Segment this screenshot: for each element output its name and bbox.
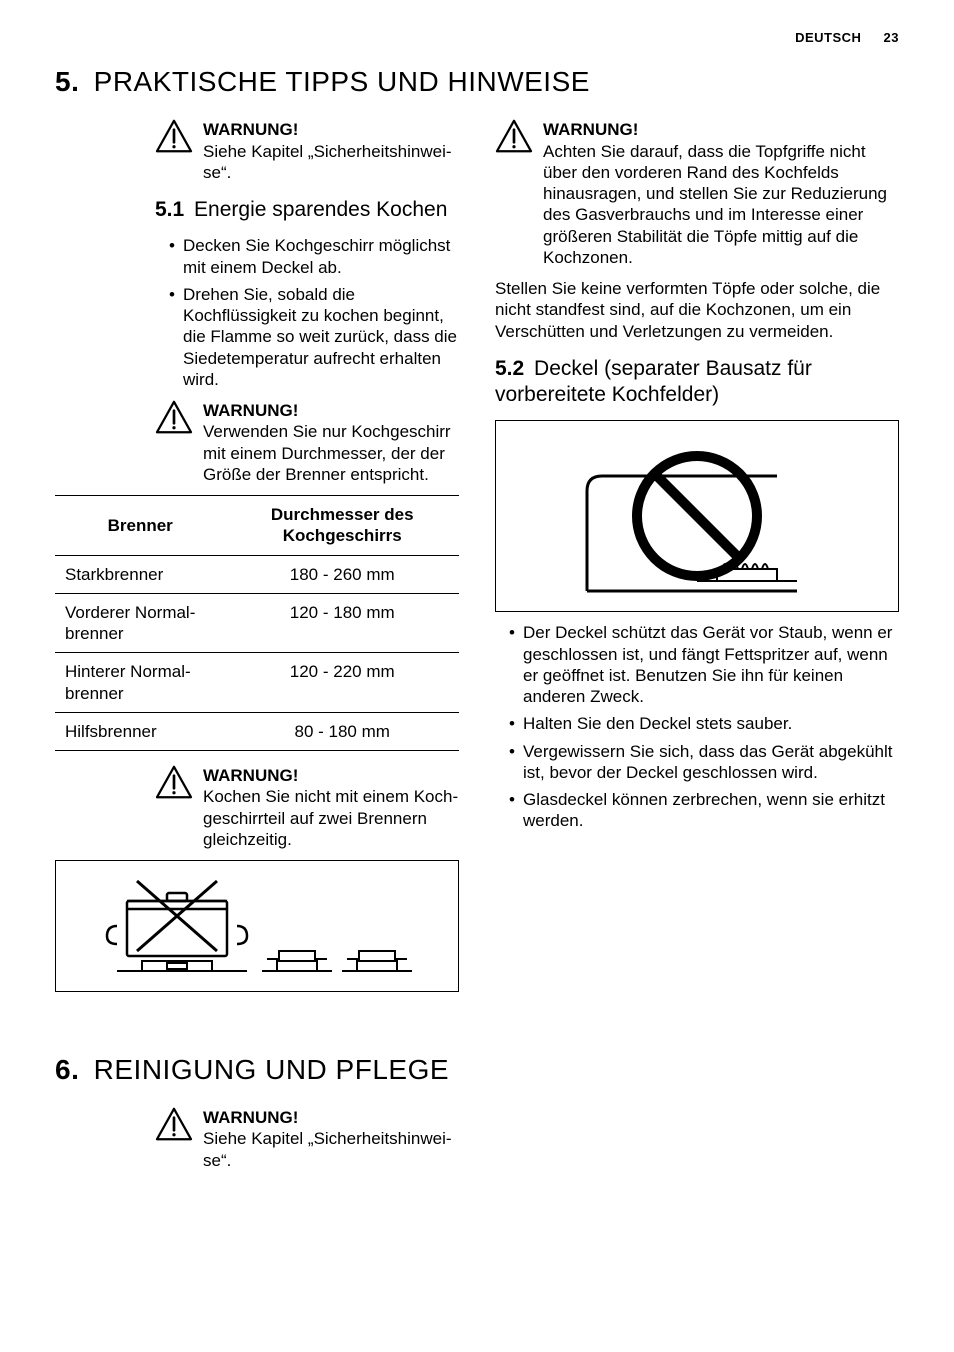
warning-icon [155,119,193,183]
heading-5-1: 5.1 Energie sparendes Kochen [155,197,459,223]
prohibition-lid-flame-icon [567,431,827,601]
warning-block-6-1: WARNUNG! Siehe Kapitel „Sicherheitshinwe… [155,1107,459,1171]
section-6-num: 6. [55,1054,79,1085]
warning-block-2: WARNUNG! Verwenden Sie nur Kochgeschirr … [155,400,459,485]
section-5-body: WARNUNG! Siehe Kapitel „Sicherheitshinwe… [55,119,899,1002]
heading-5-1-num: 5.1 [155,198,184,221]
warning-icon [155,1107,193,1171]
list-item: Decken Sie Kochgeschirr möglichst mit ei… [169,235,459,278]
table-row: Hilfsbrenner 80 - 180 mm [55,712,459,750]
warning-icon [155,765,193,850]
table-cell: 80 - 180 mm [225,712,459,750]
paragraph: Stellen Sie keine verformten Töpfe oder … [495,278,899,342]
table-cell: 180 - 260 mm [225,555,459,593]
heading-5-2-num: 5.2 [495,357,524,380]
list-item: Der Deckel schützt das Gerät vor Staub, … [509,622,899,707]
list-item: Glasdeckel können zerbrechen, wenn sie e… [509,789,899,832]
lang-label: DEUTSCH [795,30,861,45]
warning-1-title: WARNUNG! [203,119,459,140]
pot-on-burners-icon [97,871,417,981]
table-cell: 120 - 220 mm [225,653,459,713]
bullet-list-2: Der Deckel schützt das Gerät vor Staub, … [495,622,899,831]
warning-2-body: Verwenden Sie nur Kochgeschirr mit einem… [203,421,459,485]
warning-icon [155,400,193,485]
section-5-text: PRAKTISCHE TIPPS UND HINWEISE [94,66,590,97]
heading-5-1-text: Energie sparendes Kochen [194,198,447,221]
table-row: Hinterer Normal­brenner 120 - 220 mm [55,653,459,713]
warning-3-body: Kochen Sie nicht mit einem Koch­geschirr… [203,786,459,850]
warning-6-1-body: Siehe Kapitel „Sicherheitshinwei­se“. [203,1128,459,1171]
heading-5-2-text: Deckel (separater Bausatz für vorbereite… [495,357,812,406]
warning-icon [495,119,533,268]
table-row: Starkbren­ner 180 - 260 mm [55,555,459,593]
table-cell: Hilfsbrenner [55,712,225,750]
figure-no-lid-over-flame [495,420,899,612]
table-row: Vorderer Normal­brenner 120 - 180 mm [55,593,459,653]
page-header: DEUTSCH 23 [55,30,899,46]
warning-6-1-title: WARNUNG! [203,1107,459,1128]
list-item: Vergewissern Sie sich, dass das Gerät ab… [509,741,899,784]
section-5-title: 5. PRAKTISCHE TIPPS UND HINWEISE [55,64,899,99]
warning-3-title: WARNUNG! [203,765,459,786]
warning-4-title: WARNUNG! [543,119,899,140]
table-header: Durchmesser des Kochgeschirrs [225,496,459,556]
table-header: Brenner [55,496,225,556]
table-cell: Starkbren­ner [55,555,225,593]
section-5-num: 5. [55,66,79,97]
section-6-title: 6. REINIGUNG UND PFLEGE [55,1052,899,1087]
warning-block-3: WARNUNG! Kochen Sie nicht mit einem Koch… [155,765,459,850]
warning-block-4: WARNUNG! Achten Sie darauf, dass die Top… [495,119,899,268]
warning-block-1: WARNUNG! Siehe Kapitel „Sicherheitshinwe… [155,119,459,183]
list-item: Halten Sie den Deckel stets sauber. [509,713,899,734]
table-cell: Hinterer Normal­brenner [55,653,225,713]
figure-pot-two-burners [55,860,459,992]
table-cell: 120 - 180 mm [225,593,459,653]
list-item: Drehen Sie, sobald die Kochflüssigkeit z… [169,284,459,390]
warning-1-body: Siehe Kapitel „Sicherheitshinwei­se“. [203,141,459,184]
bullet-list-1: Decken Sie Kochgeschirr möglichst mit ei… [155,235,459,390]
burner-table: Brenner Durchmesser des Kochgeschirrs St… [55,495,459,751]
heading-5-2: 5.2 Deckel (separater Bausatz für vorber… [495,356,899,409]
right-column: WARNUNG! Achten Sie darauf, dass die Top… [495,119,899,1002]
warning-4-body: Achten Sie darauf, dass die Topf­griffe … [543,141,899,269]
warning-2-title: WARNUNG! [203,400,459,421]
section-6-text: REINIGUNG UND PFLEGE [94,1054,449,1085]
left-column: WARNUNG! Siehe Kapitel „Sicherheitshinwe… [55,119,459,1002]
page-number: 23 [884,30,899,45]
table-cell: Vorderer Normal­brenner [55,593,225,653]
